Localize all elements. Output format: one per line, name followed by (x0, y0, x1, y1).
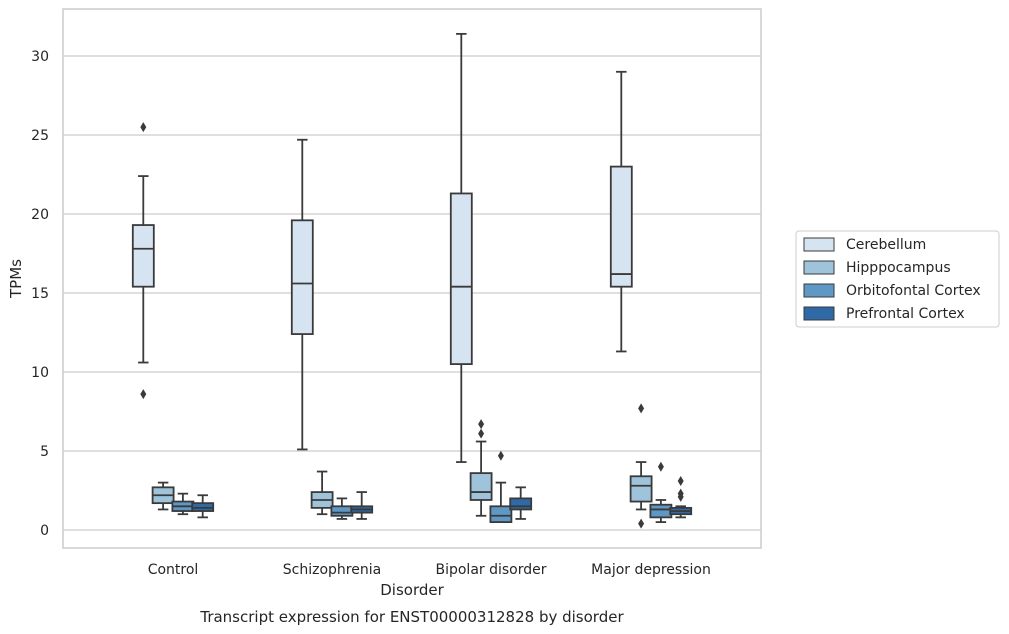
box-0-2 (449, 32, 473, 463)
box-0-3 (609, 70, 633, 353)
outlier-point (478, 428, 485, 439)
y-tick-label: 5 (40, 444, 49, 460)
box-3-2 (509, 486, 533, 520)
x-tick-label: Major depression (591, 562, 711, 578)
box-1-1 (310, 470, 334, 516)
box-body (629, 475, 653, 503)
outlier-point (140, 122, 147, 133)
box-body (449, 192, 473, 366)
y-tick-label: 30 (31, 49, 49, 65)
legend-swatch (803, 237, 835, 252)
box-0-0 (131, 122, 155, 400)
outlier-point (657, 461, 664, 472)
y-tick-label: 25 (31, 128, 49, 144)
outlier-point (497, 450, 504, 461)
legend-swatch (803, 260, 835, 275)
box-1-2 (469, 419, 493, 517)
x-tick-label: Control (148, 562, 199, 578)
outlier-point (140, 389, 147, 400)
box-body (509, 497, 533, 511)
box-2-0 (171, 492, 195, 516)
x-axis-label: Disorder (380, 581, 444, 599)
legend-swatch (803, 306, 835, 321)
y-axis-label: TPMs (7, 259, 25, 299)
x-tick-label: Schizophrenia (283, 562, 381, 578)
box-body (609, 165, 633, 288)
box-2-3 (649, 461, 673, 523)
y-tick-labels: 0 5 10 15 20 25 30 (31, 49, 49, 539)
box-2-1 (330, 497, 354, 520)
box-3-0 (191, 494, 215, 519)
outlier-point (638, 518, 645, 529)
box-body (290, 219, 314, 335)
legend-label: Cerebellum (846, 237, 926, 253)
outlier-point (638, 403, 645, 414)
box-3-1 (350, 491, 374, 520)
x-tick-labels: Control Schizophrenia Bipolar disorder Majo… (148, 562, 711, 578)
box-plots (131, 32, 693, 529)
box-body (649, 503, 673, 519)
box-0-1 (290, 138, 314, 451)
y-tick-label: 15 (31, 286, 49, 302)
y-tick-label: 20 (31, 207, 49, 223)
box-2-2 (489, 450, 513, 523)
box-body (330, 505, 354, 517)
legend-label: Prefrontal Cortex (846, 306, 965, 322)
box-body (131, 224, 155, 288)
plot-area-frame (62, 8, 762, 549)
box-3-3 (669, 476, 693, 519)
outlier-point (677, 488, 684, 499)
y-tick-label: 10 (31, 365, 49, 381)
box-1-0 (151, 481, 175, 511)
outlier-point (478, 419, 485, 430)
legend-label: Orbitofontal Cortex (846, 283, 981, 299)
box-body (489, 505, 513, 523)
legend-frame (795, 230, 1000, 328)
legend-label: Hipppocampus (846, 260, 951, 276)
box-body (469, 472, 493, 501)
legend: Cerebellum Hipppocampus Orbitofontal Corte… (795, 230, 1000, 328)
box-1-3 (629, 403, 653, 529)
y-tick-label: 0 (40, 523, 49, 539)
chart-title: Transcript expression for ENST0000031282… (199, 608, 624, 626)
outlier-point (677, 476, 684, 487)
x-tick-label: Bipolar disorder (435, 562, 546, 578)
grid-lines (63, 55, 761, 531)
legend-swatch (803, 283, 835, 298)
